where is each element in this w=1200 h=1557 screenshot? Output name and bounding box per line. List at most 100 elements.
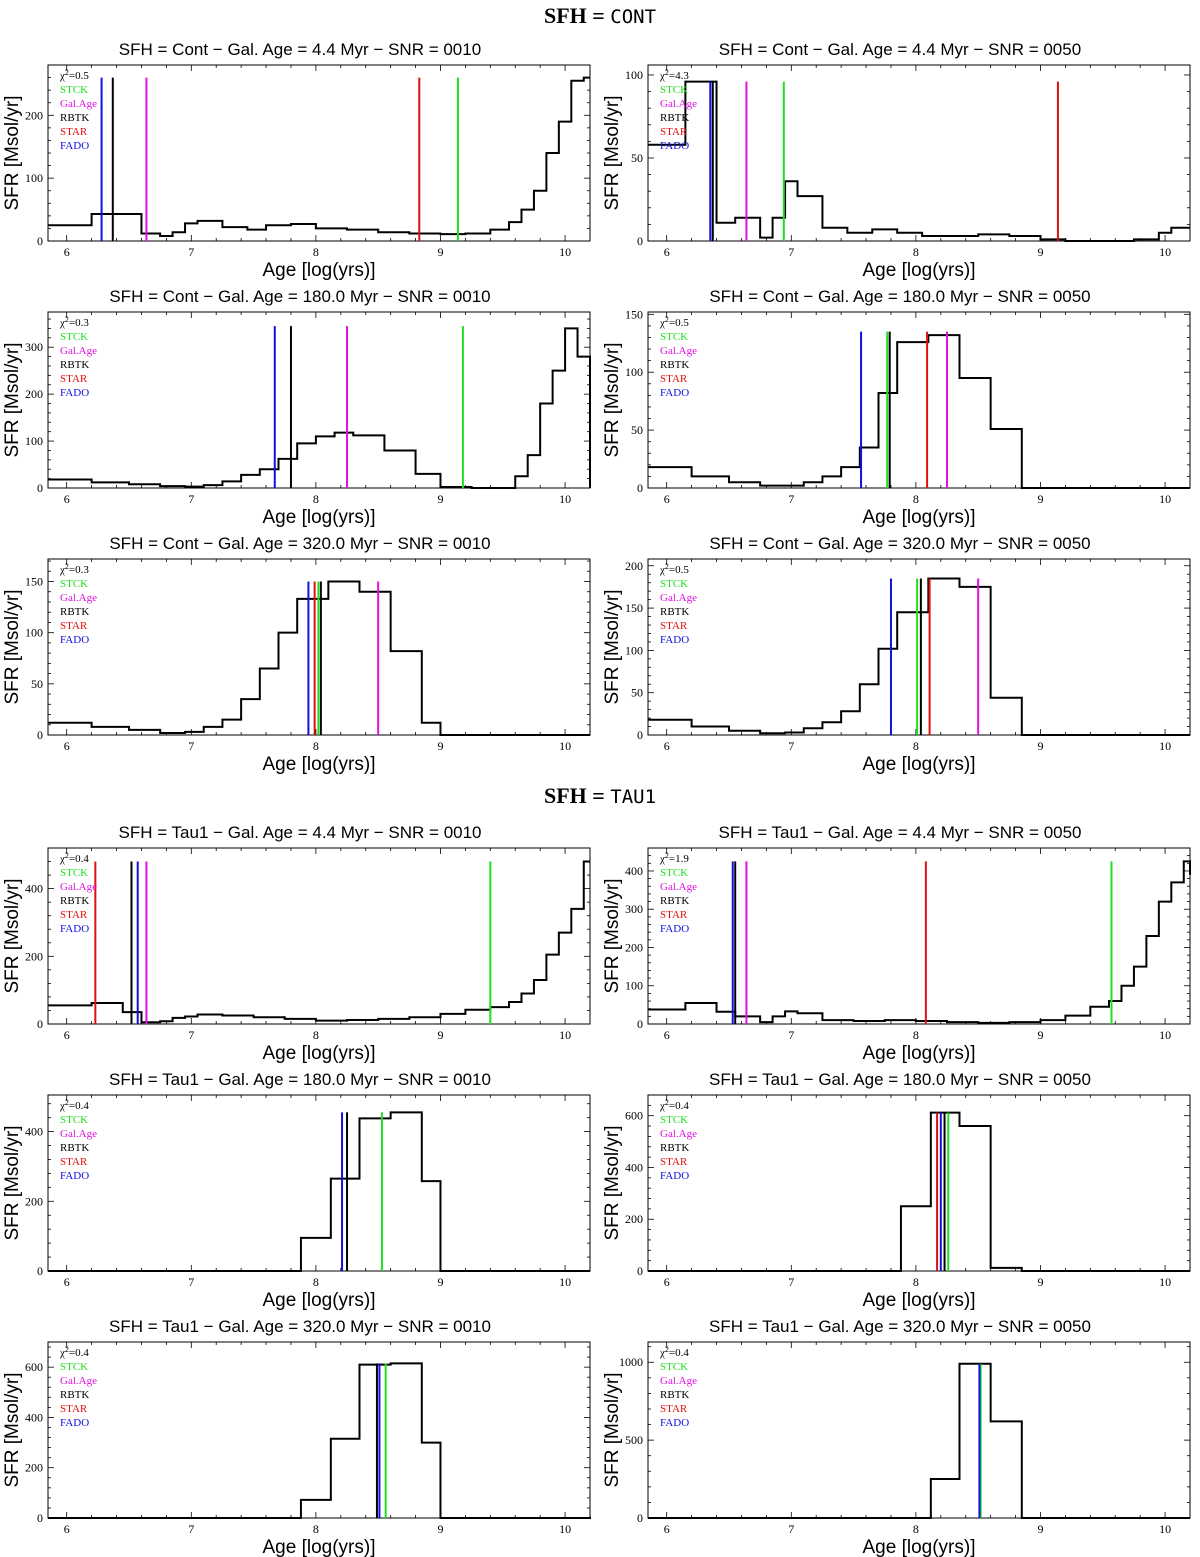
y-tick-label: 400: [625, 1160, 643, 1174]
legend-fado: FADO: [660, 387, 689, 399]
chart-title: SFH = Tau1 − Gal. Age = 4.4 Myr − SNR = …: [718, 823, 1081, 842]
chi-superscript: 2: [65, 851, 69, 860]
x-tick-label: 10: [1159, 492, 1171, 506]
chi2-label: χ2=0.4: [59, 1098, 89, 1112]
chi-symbol: χ: [59, 317, 65, 329]
legend-star: STAR: [660, 909, 688, 921]
chi2-label: χ2=4.3: [659, 68, 689, 82]
chi2-value: =0.5: [69, 70, 89, 82]
x-tick-label: 6: [664, 245, 670, 259]
chi-symbol: χ: [59, 70, 65, 82]
legend-gal-age: Gal.Age: [660, 345, 697, 357]
y-axis-label: SFR [Msol/yr]: [602, 878, 623, 993]
y-tick-label: 600: [25, 1360, 43, 1374]
section-title-cont-label: SFH =: [543, 3, 611, 28]
x-tick-label: 8: [313, 1522, 319, 1536]
y-axis-label: SFR [Msol/yr]: [602, 1125, 623, 1240]
x-tick-label: 6: [64, 1522, 70, 1536]
legend-stck: STCK: [660, 867, 688, 879]
x-tick-label: 8: [313, 1028, 319, 1042]
legend-gal-age: Gal.Age: [60, 1128, 97, 1140]
x-tick-label: 8: [313, 492, 319, 506]
x-tick-label: 10: [559, 1275, 571, 1289]
legend-fado: FADO: [60, 1170, 89, 1182]
x-tick-label: 7: [788, 245, 794, 259]
x-tick-label: 8: [913, 1275, 919, 1289]
y-axis-label: SFR [Msol/yr]: [2, 1372, 23, 1487]
x-tick-label: 10: [559, 492, 571, 506]
y-tick-label: 500: [625, 1433, 643, 1447]
x-tick-label: 7: [788, 1522, 794, 1536]
chart-title: SFH = Tau1 − Gal. Age = 320.0 Myr − SNR …: [109, 1317, 491, 1336]
chi-symbol: χ: [659, 1347, 665, 1359]
chi-symbol: χ: [659, 317, 665, 329]
legend-gal-age: Gal.Age: [60, 1375, 97, 1387]
chi-superscript: 2: [65, 68, 69, 77]
legend-rbtk: RBTK: [60, 895, 89, 907]
y-tick-label: 100: [625, 365, 643, 379]
plot-frame: [47, 1094, 591, 1272]
x-tick-label: 7: [788, 492, 794, 506]
legend-star: STAR: [60, 1403, 88, 1415]
chi-symbol: χ: [59, 1100, 65, 1112]
chart-title: SFH = Cont − Gal. Age = 180.0 Myr − SNR …: [709, 287, 1090, 306]
x-tick-label: 7: [788, 1028, 794, 1042]
legend-rbtk: RBTK: [60, 359, 89, 371]
y-tick-label: 200: [25, 108, 43, 122]
x-axis-label: Age [log(yrs)]: [863, 260, 976, 281]
plot-frame: [647, 1094, 1191, 1272]
x-tick-label: 9: [437, 1028, 443, 1042]
x-axis-label: Age [log(yrs)]: [263, 754, 376, 775]
x-axis-label: Age [log(yrs)]: [263, 1537, 376, 1557]
chi2-value: =0.4: [669, 1347, 689, 1359]
section-title-cont: SFH = CONT: [0, 3, 1200, 29]
legend-rbtk: RBTK: [660, 359, 689, 371]
y-tick-label: 600: [625, 1109, 643, 1123]
legend-fado: FADO: [660, 634, 689, 646]
legend-rbtk: RBTK: [660, 112, 689, 124]
chart-panel-1: SFH = Cont − Gal. Age = 4.4 Myr − SNR = …: [602, 40, 1191, 281]
legend-fado: FADO: [60, 387, 89, 399]
y-axis-label: SFR [Msol/yr]: [2, 878, 23, 993]
x-tick-label: 8: [913, 245, 919, 259]
chi2-value: =0.4: [69, 853, 89, 865]
chart-panel-4: SFH = Cont − Gal. Age = 320.0 Myr − SNR …: [2, 534, 591, 775]
section-title-tau1-code: TAU1: [610, 786, 657, 808]
legend-gal-age: Gal.Age: [660, 592, 697, 604]
y-tick-label: 300: [625, 902, 643, 916]
chart-panel-9: SFH = Tau1 − Gal. Age = 180.0 Myr − SNR …: [602, 1070, 1191, 1311]
x-axis-label: Age [log(yrs)]: [863, 1290, 976, 1311]
sfh-step-line: [48, 327, 591, 489]
sfh-step-line: [648, 80, 1190, 242]
chi2-label: χ2=0.5: [59, 68, 89, 82]
x-tick-label: 9: [437, 1522, 443, 1536]
x-tick-label: 9: [1037, 492, 1043, 506]
legend-rbtk: RBTK: [60, 606, 89, 618]
legend-fado: FADO: [60, 1417, 89, 1429]
x-tick-label: 9: [437, 492, 443, 506]
chi2-value: =0.4: [69, 1347, 89, 1359]
y-tick-label: 400: [25, 1125, 43, 1139]
x-tick-label: 8: [913, 739, 919, 753]
x-tick-label: 7: [188, 1028, 194, 1042]
x-tick-label: 7: [188, 492, 194, 506]
y-tick-label: 400: [25, 1410, 43, 1424]
sfh-step-line: [48, 76, 590, 237]
legend-gal-age: Gal.Age: [660, 1375, 697, 1387]
chi2-value: =4.3: [669, 70, 689, 82]
legend-stck: STCK: [660, 578, 688, 590]
x-tick-label: 10: [1159, 739, 1171, 753]
legend-stck: STCK: [660, 84, 688, 96]
y-axis-label: SFR [Msol/yr]: [602, 589, 623, 704]
x-tick-label: 10: [559, 245, 571, 259]
y-tick-label: 1000: [619, 1355, 643, 1369]
legend-fado: FADO: [60, 140, 89, 152]
x-axis-label: Age [log(yrs)]: [863, 1043, 976, 1064]
chi2-value: =0.3: [69, 564, 89, 576]
chi-symbol: χ: [59, 1347, 65, 1359]
x-tick-label: 10: [1159, 245, 1171, 259]
legend-rbtk: RBTK: [60, 1389, 89, 1401]
legend-stck: STCK: [60, 578, 88, 590]
legend-rbtk: RBTK: [60, 112, 89, 124]
y-tick-label: 0: [637, 1017, 643, 1031]
